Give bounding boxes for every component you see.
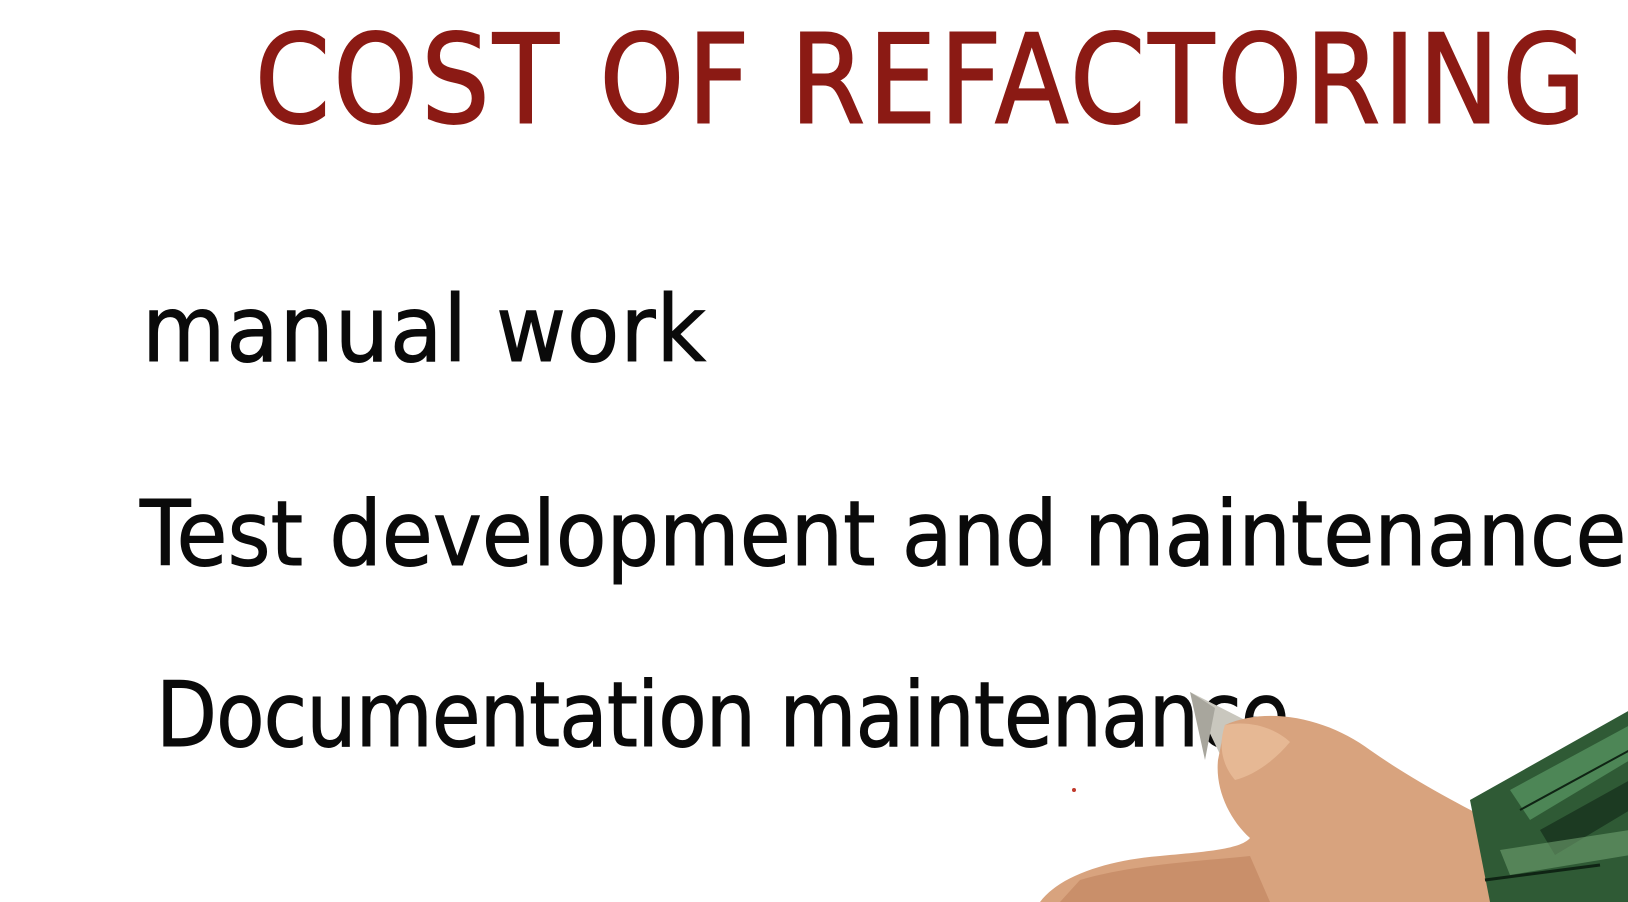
list-item: Documentation maintenance <box>156 663 1290 768</box>
ink-dot <box>1072 788 1076 792</box>
hand-holding-marker-icon <box>1040 680 1628 902</box>
slide-title: COST OF REFACTORING <box>254 9 1590 153</box>
list-item: Test development and maintenance <box>140 482 1627 587</box>
list-item: manual work <box>142 276 707 383</box>
